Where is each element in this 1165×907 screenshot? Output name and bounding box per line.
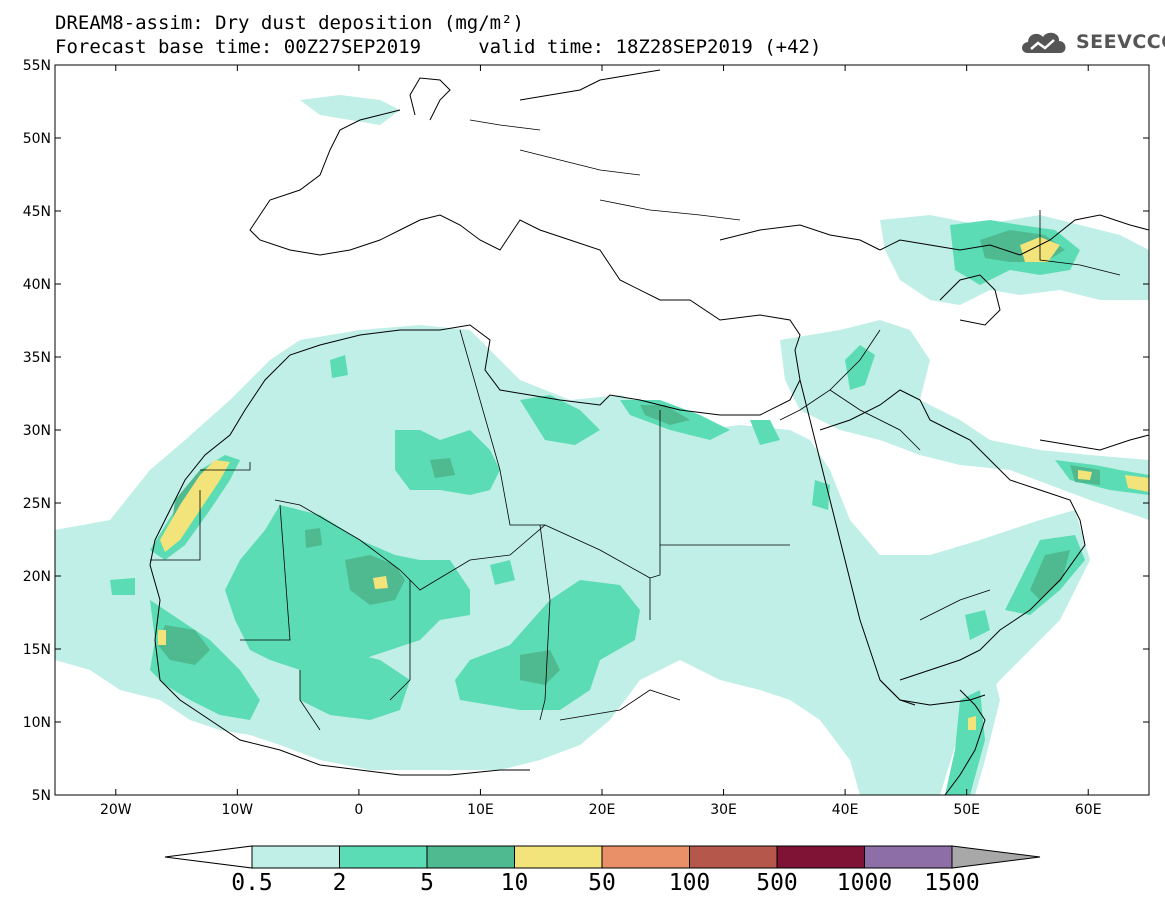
y-tick-label: 10N — [23, 715, 51, 731]
colorbar-label: 5 — [420, 870, 434, 896]
colorbar-segment — [251, 845, 340, 869]
x-tick-label: 60E — [1075, 802, 1102, 818]
y-tick-label: 20N — [23, 569, 51, 585]
colorbar-segments — [251, 845, 953, 869]
cloud-icon — [1022, 32, 1066, 53]
colorbar-label: 1500 — [924, 870, 980, 896]
country-borders — [150, 119, 1121, 731]
colorbar-segment — [426, 845, 515, 869]
x-tick-label: 40E — [832, 802, 859, 818]
colorbar-segment — [689, 845, 778, 869]
y-tick-label: 25N — [23, 496, 51, 512]
dust-field-level-4 — [158, 237, 1149, 730]
x-tick-label: 10E — [467, 802, 494, 818]
logo-text: SEEVCCC — [1076, 31, 1165, 53]
colorbar-label: 100 — [668, 870, 711, 896]
colorbar-segment — [864, 845, 953, 869]
colorbar-label: 0.5 — [231, 870, 273, 896]
colorbar-segment — [339, 845, 428, 869]
y-tick-label: 15N — [23, 642, 51, 658]
colorbar-label: 500 — [756, 870, 798, 896]
x-tick-label: 20E — [589, 802, 616, 818]
colorbar-left-arrow — [164, 845, 253, 869]
colorbar-label: 10 — [500, 870, 529, 896]
x-tick-label: 0 — [354, 802, 363, 818]
x-tick-label: 20W — [100, 802, 132, 818]
y-tick-label: 45N — [23, 204, 51, 220]
y-tick-label: 55N — [23, 58, 51, 74]
x-tick-label: 50E — [953, 802, 980, 818]
colorbar-label: 2 — [332, 870, 347, 896]
y-tick-label: 5N — [32, 788, 51, 804]
colorbar-label: 1000 — [836, 870, 893, 896]
y-tick-label: 30N — [23, 423, 51, 439]
y-tick-label: 40N — [23, 277, 51, 293]
x-tick-label: 10W — [221, 802, 253, 818]
color-bar — [164, 845, 1041, 869]
x-axis: 20W 10W 0 10E 20E 30E 40E 50E 60E — [100, 65, 1102, 818]
colorbar-segment — [601, 845, 690, 869]
y-tick-label: 50N — [23, 131, 51, 147]
colorbar-segment — [776, 845, 865, 869]
y-axis: 55N 50N 45N 40N 35N 30N 25N 20N 15N 10N 5N — [23, 58, 1149, 804]
map-subtitle: Forecast base time: 00Z27SEP2019 valid t… — [55, 36, 822, 58]
seevccc-logo: SEEVCCC — [1018, 24, 1165, 60]
map-canvas — [55, 65, 1149, 795]
coastlines — [149, 69, 1149, 795]
colorbar-label: 50 — [588, 870, 616, 896]
map-title: DREAM8-assim: Dry dust deposition (mg/m²… — [55, 12, 524, 34]
y-tick-label: 35N — [23, 350, 51, 366]
x-tick-label: 30E — [710, 802, 737, 818]
colorbar-segment — [514, 845, 603, 869]
colorbar-right-arrow — [951, 845, 1041, 869]
